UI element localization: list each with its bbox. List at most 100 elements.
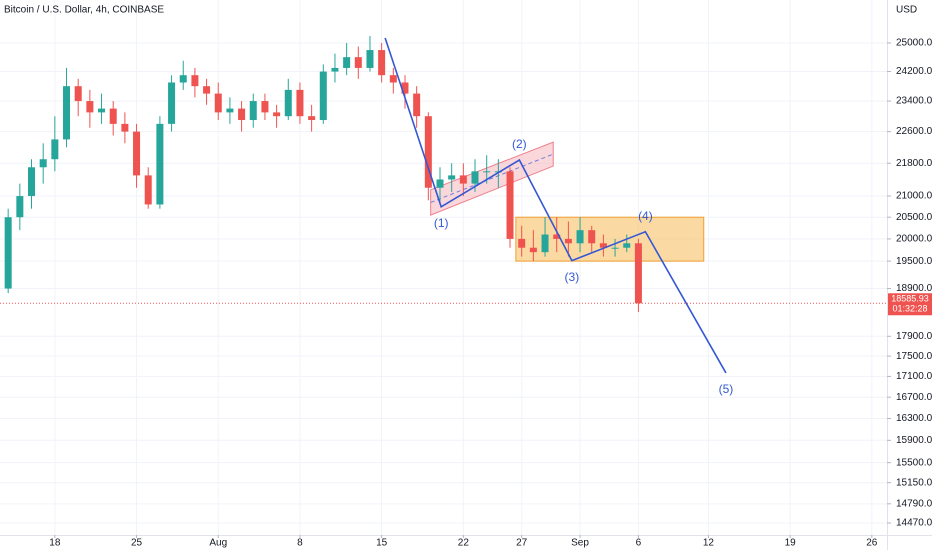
y-tick-label: 25000.00: [896, 38, 932, 49]
candle-body: [378, 50, 386, 76]
wave-label: (5): [719, 382, 734, 396]
x-tick-label: 12: [703, 538, 715, 549]
candle-body: [413, 93, 421, 117]
candle-body: [98, 108, 106, 113]
y-tick-label: 17900.00: [896, 331, 932, 342]
candle-body: [284, 89, 292, 117]
candle-body: [168, 82, 176, 124]
candle-body: [459, 175, 467, 184]
price-tag-countdown: 01:32:28: [892, 304, 927, 314]
y-tick-label: 19500.00: [896, 256, 932, 267]
candle-body: [238, 108, 246, 121]
candle-body: [28, 167, 36, 197]
y-tick-label: 14470.00: [896, 518, 932, 529]
candle-body: [109, 108, 117, 124]
candle-body: [564, 238, 572, 244]
x-tick-label: 8: [297, 538, 303, 549]
candle-body: [518, 238, 526, 248]
candle-body: [74, 86, 82, 102]
candle-body: [529, 247, 537, 253]
candle-body: [16, 196, 24, 218]
candle-body: [156, 123, 164, 205]
candle-body: [331, 67, 339, 72]
price-tag: [888, 293, 932, 316]
candle-body: [121, 123, 129, 132]
candle-body: [483, 171, 491, 173]
y-tick-label: 15150.00: [896, 477, 932, 488]
currency-label: USD: [896, 5, 917, 16]
candle-body: [319, 71, 327, 121]
candle-body: [599, 243, 607, 248]
candle-body: [541, 234, 549, 253]
x-tick-label: 22: [458, 538, 470, 549]
candle-body: [471, 171, 479, 184]
y-tick-label: 15500.00: [896, 457, 932, 468]
candle-body: [401, 82, 409, 94]
y-tick-label: 20000.00: [896, 234, 932, 245]
y-tick-label: 20500.00: [896, 212, 932, 223]
candle-body: [133, 131, 141, 176]
candle-body: [4, 217, 12, 289]
y-tick-label: 16700.00: [896, 392, 932, 403]
wave-label: (2): [512, 137, 527, 151]
candle-body: [39, 159, 47, 168]
y-tick-label: 17500.00: [896, 351, 932, 362]
candle-body: [261, 101, 269, 113]
candle-body: [226, 108, 234, 113]
y-tick-label: 16300.00: [896, 413, 932, 424]
x-tick-label: Sep: [571, 538, 589, 549]
candle-body: [424, 116, 432, 188]
channel-midline: [430, 153, 554, 203]
x-tick-label: 27: [516, 538, 528, 549]
candle-body: [214, 93, 222, 113]
candle-body: [588, 230, 596, 244]
y-tick-label: 24200.00: [896, 66, 932, 77]
wave-label: (4): [638, 209, 653, 223]
y-tick-label: 22600.00: [896, 126, 932, 137]
x-tick-label: 6: [636, 538, 642, 549]
candle-body: [191, 75, 199, 87]
candle-body: [203, 86, 211, 94]
candle-body: [179, 75, 187, 83]
candle-body: [553, 234, 561, 239]
candle-body: [144, 175, 152, 205]
x-tick-label: Aug: [209, 538, 227, 549]
x-tick-label: 18: [49, 538, 61, 549]
x-tick-label: 19: [785, 538, 797, 549]
wave-line: [384, 37, 727, 374]
candle-body: [296, 89, 304, 117]
candle-body: [249, 101, 257, 121]
y-tick-label: 15900.00: [896, 435, 932, 446]
candle-body: [611, 247, 619, 249]
y-tick-label: 18900.00: [896, 283, 932, 294]
candle-body: [436, 179, 444, 188]
candle-body: [308, 116, 316, 121]
candle-body: [354, 57, 362, 68]
wave-label: (3): [565, 270, 580, 284]
y-tick-label: 23400.00: [896, 96, 932, 107]
candle-body: [51, 139, 59, 160]
candle-body: [576, 230, 584, 244]
candle-body: [634, 243, 642, 304]
candle-body: [506, 171, 514, 239]
candle-body: [623, 243, 631, 248]
candle-body: [366, 50, 374, 68]
y-tick-label: 21800.00: [896, 158, 932, 169]
y-tick-label: 14790.00: [896, 498, 932, 509]
candle-body: [343, 57, 351, 68]
candle-body: [273, 112, 281, 117]
candle-body: [63, 86, 71, 140]
y-tick-label: 17100.00: [896, 371, 932, 382]
y-tick-label: 21000.00: [896, 191, 932, 202]
x-tick-label: 25: [131, 538, 143, 549]
x-tick-label: 26: [866, 538, 878, 549]
candle-body: [86, 101, 94, 113]
x-tick-label: 15: [376, 538, 388, 549]
candle-body: [448, 175, 456, 180]
price-tag-value: 18585.93: [891, 294, 929, 304]
candle-body: [389, 75, 397, 83]
wave-label: (1): [434, 216, 449, 230]
chart-title: Bitcoin / U.S. Dollar, 4h, COINBASE: [4, 5, 164, 16]
